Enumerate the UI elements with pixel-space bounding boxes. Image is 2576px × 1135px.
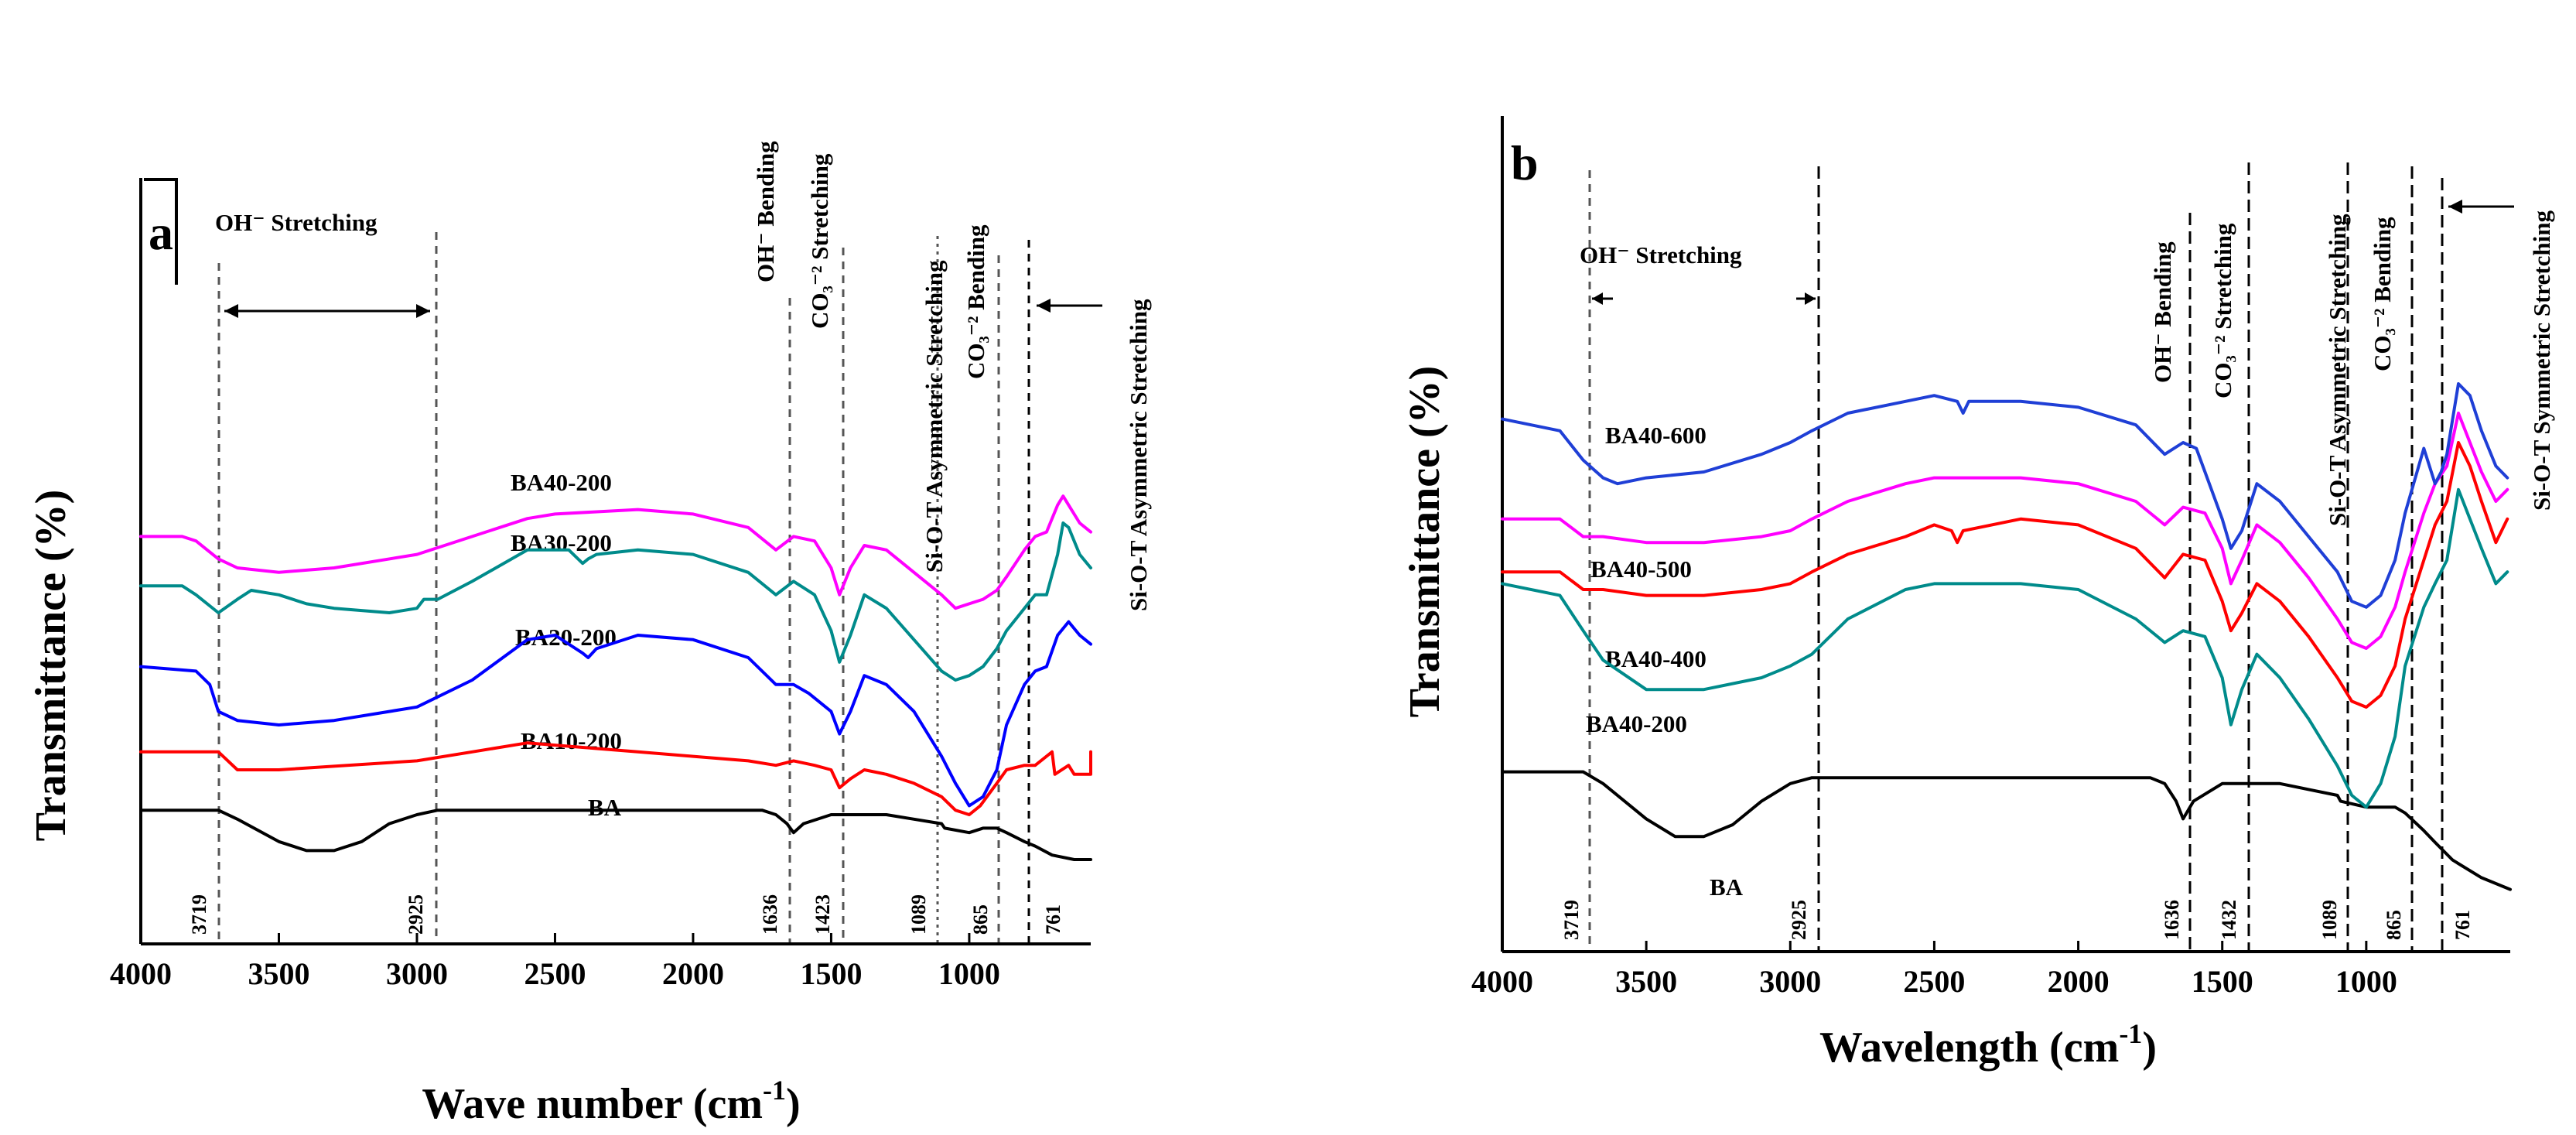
- panel-a-peak-761: 761: [1042, 904, 1064, 935]
- panel-a-x-ticks: 4000 3500 3000 2500 2000 1500 1000: [110, 933, 1000, 991]
- panel-a-label-ba30-200: BA30-200: [511, 529, 612, 556]
- panel-a-oh-bending-label: OH⁻ Bending: [752, 141, 779, 282]
- panel-a-label: a: [149, 205, 173, 260]
- panel-b: b Transmittance (%) Wavelength (cm-1) OH…: [1401, 116, 2555, 1072]
- panel-a: a Transmittance (%) Wave number (cm-1) O…: [27, 141, 1152, 1128]
- panel-a-sio-asym-label: Si-O-T Asymmetric Stretching: [921, 260, 948, 573]
- panel-b-oh-stretching-label: OH⁻ Stretching: [1580, 241, 1742, 268]
- panel-b-xtick-label-3000: 3000: [1759, 964, 1821, 999]
- panel-b-series-ba40-400: [1501, 441, 2509, 709]
- panel-a-label-frame: [144, 178, 178, 285]
- panel-b-series-ba40-500: [1501, 412, 2509, 650]
- panel-b-label-ba40-400: BA40-400: [1605, 645, 1707, 672]
- panel-b-xtick-label-3500: 3500: [1615, 964, 1677, 999]
- panel-a-oh-stretching-label: OH⁻ Stretching: [215, 209, 378, 236]
- panel-b-co3-bending-label: CO₃⁻² Bending: [2369, 217, 2396, 371]
- panel-a-series-ba40-200: [139, 494, 1092, 610]
- panel-b-xtick-label-1000: 1000: [2335, 964, 2397, 999]
- panel-b-sio-asym-label: Si-O-T Asymmetric Stretching: [2324, 214, 2351, 526]
- panel-a-co3-bending-label: CO₃⁻² Bending: [962, 224, 989, 379]
- panel-b-xtick-label-2000: 2000: [2048, 964, 2110, 999]
- panel-a-sio-arrowhead: [1037, 299, 1051, 313]
- panel-a-arrowhead-right: [416, 304, 430, 318]
- panel-a-peak-1636: 1636: [759, 894, 781, 935]
- panel-a-arrowhead-left: [224, 304, 238, 318]
- panel-a-peak-3719: 3719: [188, 894, 210, 935]
- panel-b-peak-1432: 1432: [2218, 900, 2240, 940]
- panel-a-xtick-label-1500: 1500: [800, 956, 862, 991]
- panel-a-xtick-label-3500: 3500: [248, 956, 309, 991]
- panel-a-label-ba40-200: BA40-200: [511, 469, 612, 496]
- panel-b-xtick-label-2500: 2500: [1903, 964, 1965, 999]
- panel-b-peak-3719: 3719: [1560, 900, 1583, 940]
- panel-b-label-ba40-200: BA40-200: [1586, 710, 1687, 737]
- panel-a-sio-asym-label-2: Si-O-T Asymmetric Stretching: [1125, 299, 1152, 611]
- panel-a-xtick-label-4000: 4000: [110, 956, 172, 991]
- panel-a-x-axis-title: Wave number (cm-1): [422, 1075, 800, 1128]
- panel-a-xtick-label-2500: 2500: [524, 956, 586, 991]
- panel-a-series-ba20-200: [139, 620, 1092, 808]
- panel-a-label-ba: BA: [588, 794, 622, 821]
- panel-a-y-axis-title: Transmittance (%): [27, 490, 75, 842]
- panel-b-co3-stretching-label: CO₃⁻² Stretching: [2209, 223, 2236, 398]
- panel-a-xtick-label-1000: 1000: [938, 956, 1000, 991]
- panel-b-oh-bending-label: OH⁻ Bending: [2149, 241, 2176, 383]
- panel-b-peak-2925: 2925: [1788, 900, 1810, 940]
- panel-b-xtick-label-4000: 4000: [1471, 964, 1533, 999]
- panel-b-series: [1501, 382, 2512, 891]
- panel-a-peak-1423: 1423: [811, 894, 834, 935]
- panel-b-y-axis-title: Transmittance (%): [1401, 366, 1449, 718]
- panel-b-sio-sym-label: Si-O-T Symmetric Stretching: [2528, 210, 2555, 511]
- panel-a-peak-865: 865: [969, 904, 992, 935]
- panel-b-x-ticks: 4000 3500 3000 2500 2000 1500 1000: [1471, 941, 2397, 999]
- panel-b-sio-arrowhead: [2448, 200, 2462, 214]
- panel-b-peak-865: 865: [2383, 910, 2405, 940]
- panel-b-series-ba40-200: [1501, 487, 2509, 809]
- panel-a-xtick-label-3000: 3000: [386, 956, 448, 991]
- panel-b-label-ba40-500: BA40-500: [1590, 556, 1692, 583]
- panel-b-xtick-label-1500: 1500: [2192, 964, 2253, 999]
- panel-b-label: b: [1511, 135, 1539, 190]
- panel-a-xtick-label-2000: 2000: [662, 956, 724, 991]
- panel-a-co3-stretching-label: CO₃⁻² Stretching: [806, 153, 833, 329]
- panel-a-peak-2925: 2925: [405, 894, 427, 935]
- panel-b-oh-arrowhead-left: [1592, 292, 1603, 305]
- panel-b-peak-1089: 1089: [2318, 900, 2341, 940]
- panel-b-label-ba: BA: [1710, 873, 1744, 901]
- panel-a-series-ba30-200: [139, 521, 1092, 682]
- panel-b-peak-1636: 1636: [2161, 900, 2183, 940]
- panel-a-series-ba10-200: [139, 741, 1092, 816]
- panel-b-peak-761: 761: [2451, 910, 2474, 940]
- panel-a-peak-1089: 1089: [907, 894, 930, 935]
- panel-b-series-ba: [1501, 770, 2512, 891]
- panel-b-oh-arrowhead-right: [1805, 292, 1816, 305]
- panel-b-label-ba40-600: BA40-600: [1605, 422, 1707, 449]
- panel-a-series: [139, 494, 1092, 861]
- panel-a-series-ba: [139, 809, 1092, 861]
- panel-b-x-axis-title: Wavelength (cm-1): [1819, 1018, 2157, 1072]
- panel-b-series-ba40-600: [1501, 382, 2509, 609]
